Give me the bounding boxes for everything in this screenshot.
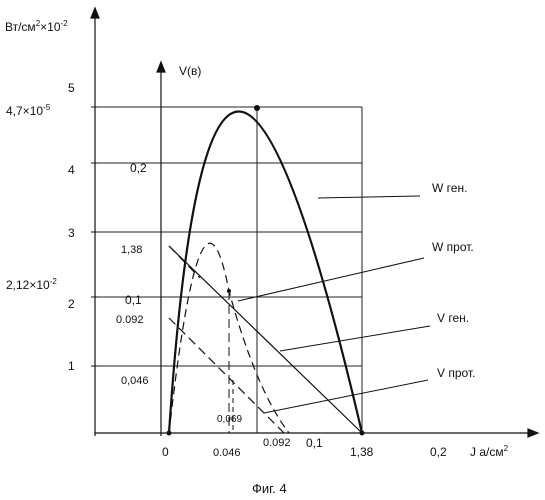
annotation-prot-w-sup: -2 [50, 277, 58, 286]
x-tick-label-0-2: 0,2 [430, 445, 447, 459]
legend-leader-v-gen [280, 326, 430, 351]
series-v-gen-line [169, 246, 362, 433]
legend-leader-w-prot [238, 258, 424, 301]
end-marker-gen [360, 431, 365, 436]
annotation-prot-w-base: 2,12×10 [6, 278, 50, 292]
v-tick-label-0-2: 0,2 [130, 161, 147, 175]
x-axis-label-sup: 2 [504, 444, 509, 453]
w-axis-label-base: Вт/см [5, 20, 36, 34]
w-tick-label-4: 4 [68, 163, 75, 177]
x-axis-label: J а/см2 [470, 444, 509, 459]
origin-marker [167, 431, 172, 436]
v-tick-label-0-1: 0,1 [125, 293, 142, 307]
x-tick-label-1-38: 1,38 [350, 445, 374, 459]
legend-label-v-gen: V ген. [437, 311, 469, 325]
w-tick-label-5: 5 [68, 81, 75, 95]
v-tick-label-0-046: 0,046 [121, 375, 149, 387]
legend-label-w-prot: W прот. [432, 240, 474, 254]
annotation-peak-w-sup: -5 [43, 103, 51, 112]
annotation-peak-w: 4,7×10-5 [6, 103, 51, 118]
figure-caption: Фиг. 4 [252, 481, 287, 496]
w-axis-label-sup2: -2 [61, 19, 69, 28]
v-tick-label-1-38: 1,38 [121, 244, 142, 256]
w-axis-label-mid: ×10 [40, 20, 61, 34]
w-axis-arrow [91, 8, 99, 18]
w-axis-label: Вт/см2×10-2 [5, 19, 68, 34]
v-axis-label: V(в) [179, 64, 201, 78]
series-w-gen-curve [169, 112, 362, 434]
peak-marker-w-prot [227, 289, 231, 293]
v-axis-arrow [157, 62, 165, 72]
w-tick-label-2: 2 [68, 297, 75, 311]
annotation-peak-w-base: 4,7×10 [6, 104, 43, 118]
legend-leader-v-prot [264, 380, 428, 413]
x-tick-label-0-046: 0.046 [213, 447, 241, 459]
x-axis-arrow [528, 429, 538, 437]
legend-label-w-gen: W ген. [432, 181, 467, 195]
x-axis-label-base: J а/см [470, 445, 504, 459]
peak-marker-w-gen [254, 105, 260, 111]
v-tick-label-0-069: 0,069 [217, 414, 242, 425]
x-tick-label-0: 0 [162, 445, 169, 459]
x-tick-label-0-1: 0,1 [306, 436, 323, 450]
v-tick-label-0-092: 0.092 [116, 314, 144, 326]
w-tick-label-1: 1 [68, 359, 75, 373]
legend-label-v-prot: V прот. [437, 366, 475, 380]
x-tick-label-0-092: 0.092 [263, 437, 291, 449]
w-tick-label-3: 3 [68, 226, 75, 240]
annotation-prot-w: 2,12×10-2 [6, 277, 57, 292]
legend-leader-w-gen [318, 196, 420, 198]
